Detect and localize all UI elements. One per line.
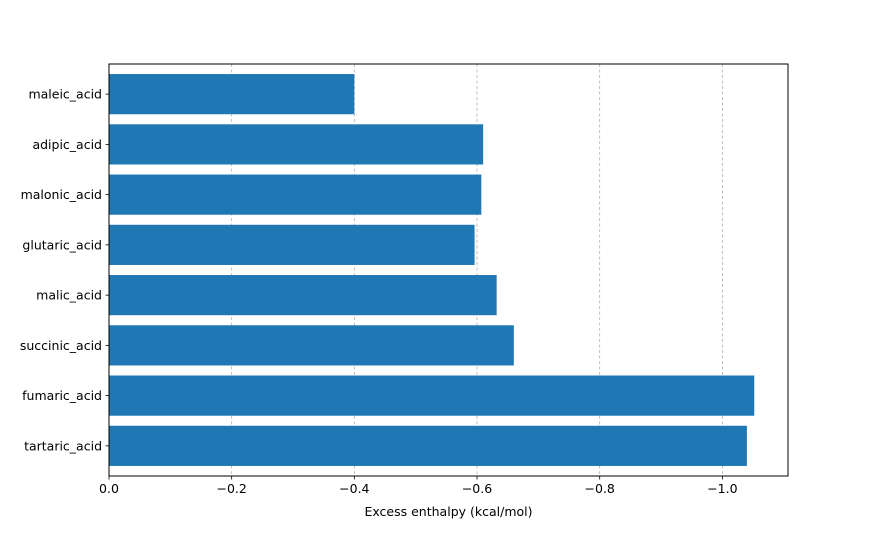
x-tick-label: −0.8 bbox=[585, 481, 615, 496]
y-axis-ticks: maleic_acid adipic_acid malonic_acidglutar… bbox=[20, 87, 109, 453]
bar-fumaric-acid bbox=[109, 375, 755, 416]
y-tick-label: malonic_acid bbox=[21, 187, 102, 202]
bar-succinic-acid bbox=[109, 325, 514, 366]
y-tick-label: malic_acid bbox=[36, 288, 102, 303]
x-tick-label: −0.6 bbox=[462, 481, 492, 496]
x-tick-label: −0.2 bbox=[216, 481, 246, 496]
x-tick-label: 0.0 bbox=[99, 481, 119, 496]
bar-tartaric-acid bbox=[109, 425, 747, 466]
bar-malic-acid bbox=[109, 275, 497, 316]
y-tick-label: glutaric_acid bbox=[22, 237, 102, 252]
x-axis-label: Excess enthalpy (kcal/mol) bbox=[364, 504, 532, 519]
y-tick-label: fumaric_acid bbox=[22, 388, 102, 403]
bar-maleic-acid bbox=[109, 74, 355, 115]
y-tick-label: succinic_acid bbox=[20, 338, 102, 353]
y-tick-label: maleic_acid bbox=[28, 87, 102, 102]
y-tick-label: adipic_acid bbox=[32, 137, 102, 152]
y-tick-label: tartaric_acid bbox=[24, 438, 102, 453]
x-tick-label: −0.4 bbox=[339, 481, 369, 496]
bar-adipic-acid bbox=[109, 124, 484, 165]
x-axis-ticks: 0.0 −0.2 −0.4 −0.6 −0.8 −1.0 bbox=[99, 476, 738, 496]
bar-glutaric-acid bbox=[109, 224, 475, 265]
bars bbox=[109, 74, 755, 466]
x-tick-label: −1.0 bbox=[707, 481, 737, 496]
plot-frame bbox=[108, 63, 789, 477]
bar-malonic-acid bbox=[109, 174, 482, 215]
